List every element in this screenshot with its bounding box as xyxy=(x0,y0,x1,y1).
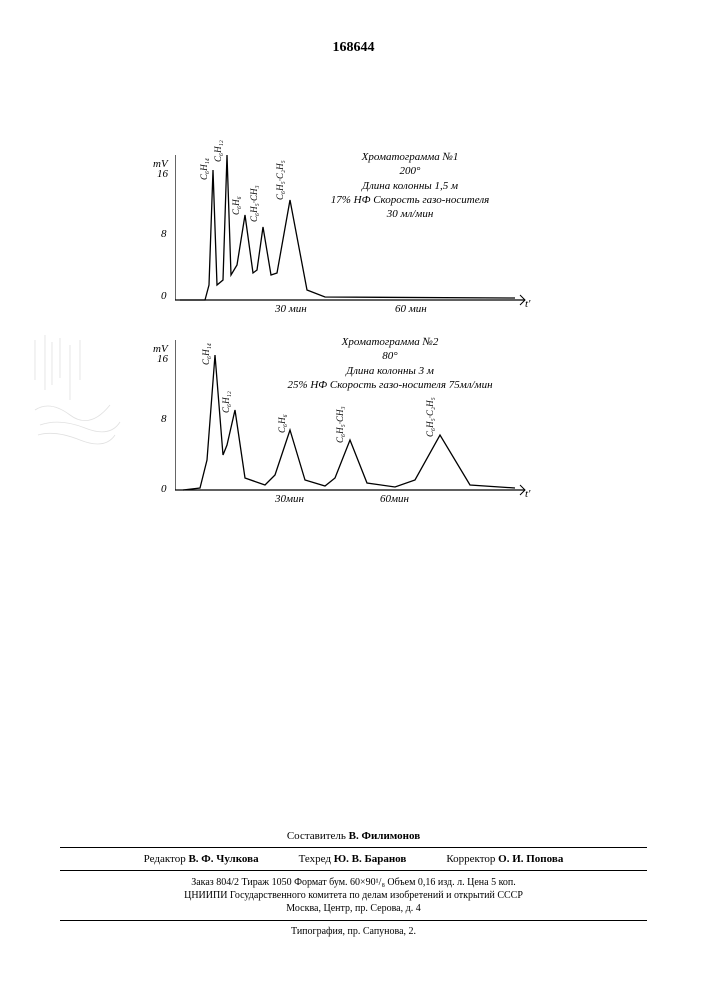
page-number: 168644 xyxy=(333,40,375,56)
chart2-xtick-30: 30мин xyxy=(275,493,304,505)
chromatogram-1: mV 16 8 0 Хроматограмма №1 200° Длина ко… xyxy=(175,150,555,325)
editor-label: Редактор xyxy=(144,853,186,865)
divider-3 xyxy=(60,920,647,921)
chart2-peak-3: C₆H₅·CH₃ xyxy=(335,406,345,443)
chart1-peak-4: C₆H₅·C₂H₅ xyxy=(275,160,285,200)
corrector-name: О. И. Попова xyxy=(498,853,563,865)
editors-row: Редактор В. Ф. Чулкова Техред Ю. В. Бара… xyxy=(60,850,647,868)
chart1-peak-0: C₆H₁₄ xyxy=(199,158,209,180)
corrector-label: Корректор xyxy=(446,853,495,865)
chart2-xtick-60: 60мин xyxy=(380,493,409,505)
chart1-peak-1: C₆H₁₂ xyxy=(213,140,223,162)
chart1-peak-3: C₆H₅·CH₃ xyxy=(249,185,259,222)
compiler-name: В. Филимонов xyxy=(349,830,420,842)
imprint-block: Составитель В. Филимонов Редактор В. Ф. … xyxy=(60,827,647,940)
scan-artifact xyxy=(30,330,130,450)
chart1-ytick-16: 16 xyxy=(157,168,168,180)
chart1-plot xyxy=(175,155,535,315)
chart2-peak-1: C₆H₁₂ xyxy=(221,391,231,413)
tech-editor-name: Ю. В. Баранов xyxy=(334,853,407,865)
chart2-peak-0: C₆H₁₄ xyxy=(201,343,211,365)
divider-2 xyxy=(60,870,647,871)
chart2-plot xyxy=(175,340,535,505)
charts-container: mV 16 8 0 Хроматограмма №1 200° Длина ко… xyxy=(175,150,555,530)
typography-line: Типография, пр. Сапунова, 2. xyxy=(60,923,647,940)
compiler-row: Составитель В. Филимонов xyxy=(60,827,647,845)
chart1-ytick-8: 8 xyxy=(161,228,167,240)
compiler-label: Составитель xyxy=(287,830,346,842)
tech-editor-label: Техред xyxy=(299,853,331,865)
chart1-x-end: t' xyxy=(525,298,530,310)
order-info: Заказ 804/2 Тираж 1050 Формат бум. 60×90… xyxy=(60,873,647,918)
chart2-ytick-16: 16 xyxy=(157,353,168,365)
divider-1 xyxy=(60,847,647,848)
chart2-ytick-0: 0 xyxy=(161,483,167,495)
chart1-xtick-30: 30 мин xyxy=(275,303,307,315)
chart2-x-end: t' xyxy=(525,488,530,500)
order-line-1: Заказ 804/2 Тираж 1050 Формат бум. 60×90… xyxy=(60,876,647,889)
order-line-3: Москва, Центр, пр. Серова, д. 4 xyxy=(60,902,647,915)
chart1-xtick-60: 60 мин xyxy=(395,303,427,315)
chart2-peak-4: C₆H₅·C₂H₅ xyxy=(425,397,435,437)
chart2-ytick-8: 8 xyxy=(161,413,167,425)
chart2-peak-2: C₆H₆ xyxy=(277,414,287,433)
chromatogram-2: mV 16 8 0 Хроматограмма №2 80° Длина кол… xyxy=(175,335,555,520)
chart1-ytick-0: 0 xyxy=(161,290,167,302)
order-line-2: ЦНИИПИ Государственного комитета по дела… xyxy=(60,889,647,902)
editor-name: В. Ф. Чулкова xyxy=(188,853,258,865)
chart1-peak-2: C₆H₆ xyxy=(231,196,241,215)
